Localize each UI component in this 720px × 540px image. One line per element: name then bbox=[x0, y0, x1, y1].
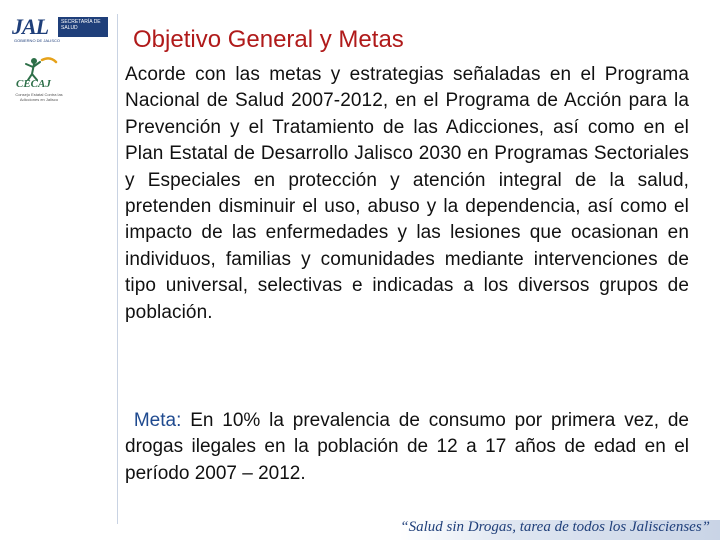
cecaj-logo-sub: Consejo Estatal Contra las Adicciones en… bbox=[15, 92, 63, 102]
footer-slogan: “Salud sin Drogas, tarea de todos los Ja… bbox=[400, 519, 710, 535]
cecaj-figure-icon bbox=[25, 57, 58, 81]
sidebar-divider bbox=[117, 14, 118, 524]
objective-paragraph: Acorde con las metas y estrategias señal… bbox=[125, 64, 689, 323]
jalisco-logo-sub: GOBIERNO DE JALISCO bbox=[14, 38, 61, 43]
cecaj-logo: CECAJ Consejo Estatal Contra las Adiccio… bbox=[10, 56, 70, 112]
cecaj-logo-word: CECAJ bbox=[16, 78, 51, 90]
sidebar: JAL SECRETARÍA DE SALUD GOBIERNO DE JALI… bbox=[0, 0, 118, 540]
meta-label: Meta: bbox=[133, 410, 182, 431]
jalisco-logo-badge: SECRETARÍA DE SALUD bbox=[58, 17, 108, 37]
page-title: Objetivo General y Metas bbox=[133, 26, 404, 53]
meta-paragraph: Meta: En 10% la prevalencia de consumo p… bbox=[125, 408, 689, 487]
jalisco-logo: JAL SECRETARÍA DE SALUD GOBIERNO DE JALI… bbox=[12, 14, 108, 44]
meta-text: En 10% la prevalencia de consumo por pri… bbox=[125, 410, 690, 484]
footer-bar bbox=[400, 520, 720, 540]
jalisco-logo-word: JAL bbox=[12, 14, 49, 39]
